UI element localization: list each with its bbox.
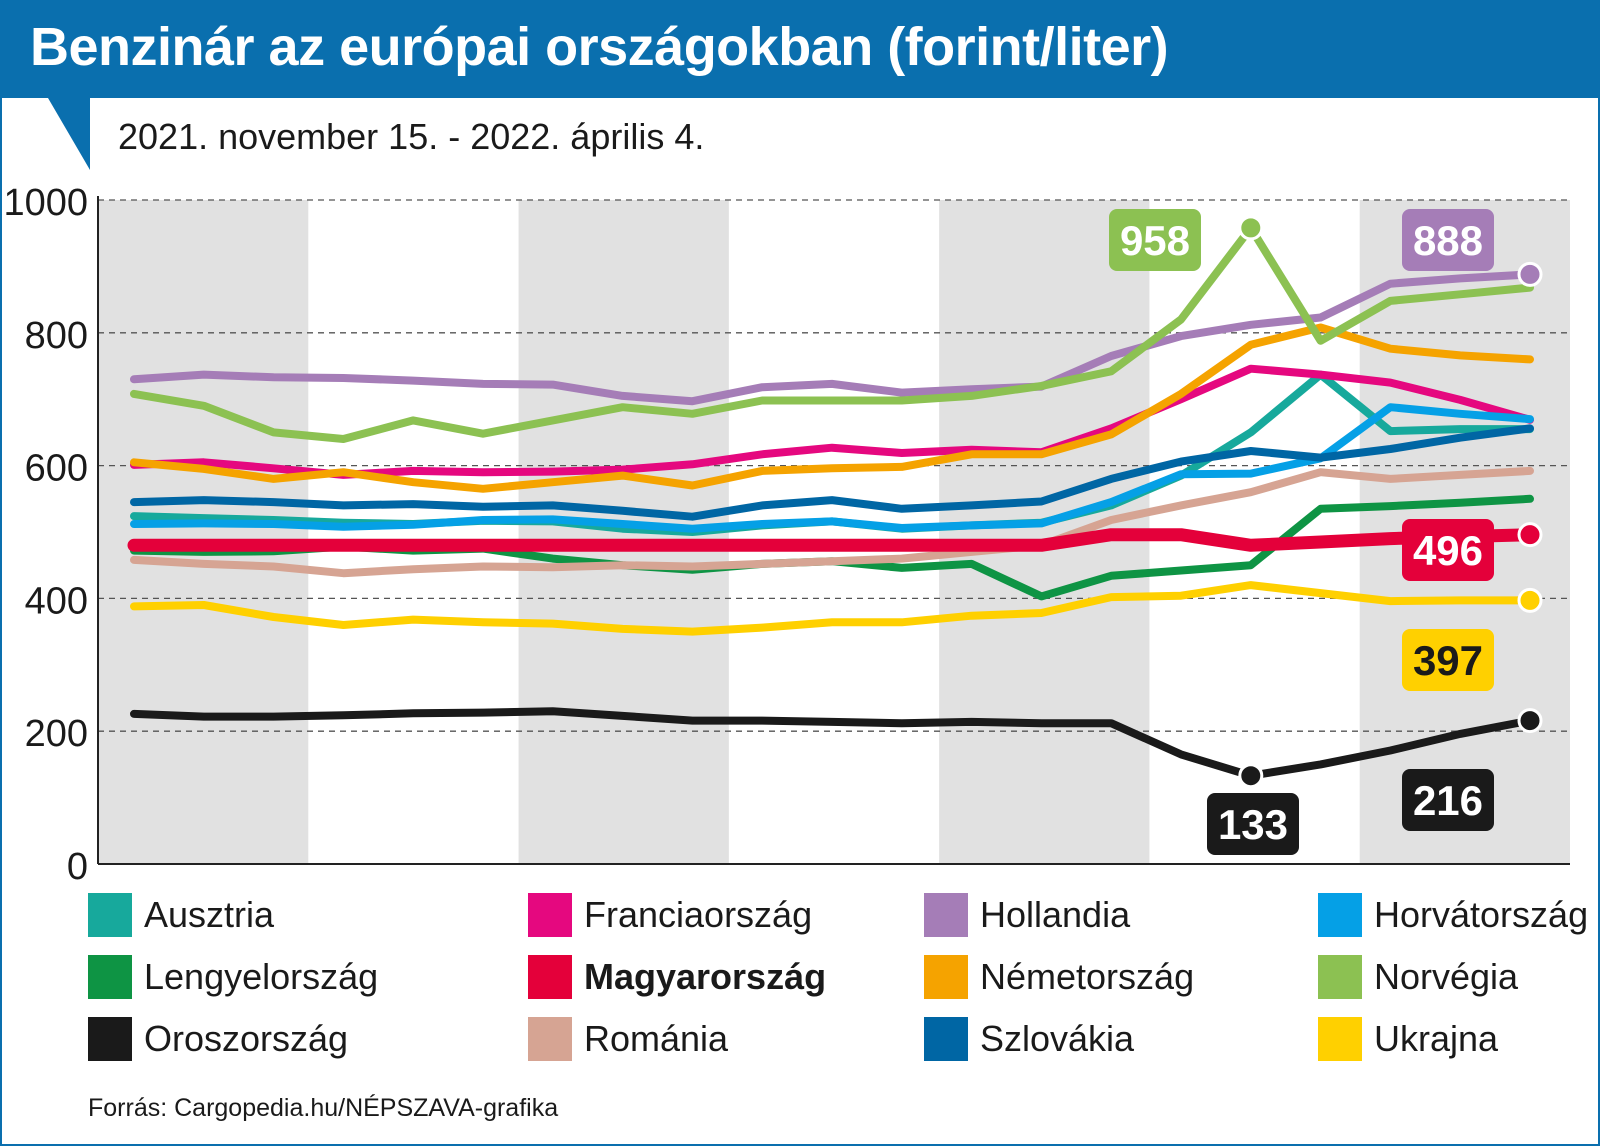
data-label: 216 xyxy=(1413,777,1483,824)
legend-swatch xyxy=(924,1017,968,1061)
legend-swatch xyxy=(528,1017,572,1061)
series-line-horvatorszag xyxy=(130,403,1534,533)
legend-label: Románia xyxy=(584,1018,729,1059)
page-title: Benzinár az európai országokban (forint/… xyxy=(30,17,1169,77)
series-line-oroszorszag xyxy=(130,707,1534,780)
series-line-norvegia xyxy=(130,223,1534,443)
legend-swatch xyxy=(924,955,968,999)
legend-label: Hollandia xyxy=(980,894,1131,935)
legend-item: Hollandia xyxy=(924,890,1130,940)
data-label-box xyxy=(1402,209,1494,271)
legend-item: Ukrajna xyxy=(1318,1014,1498,1064)
legend-label: Franciaország xyxy=(584,894,813,935)
data-label-box xyxy=(1207,793,1299,855)
legend-label: Magyarország xyxy=(584,956,827,997)
data-point-marker xyxy=(1517,522,1543,548)
legend-label: Horvátország xyxy=(1374,894,1589,935)
legend-label: Oroszország xyxy=(144,1018,349,1059)
title-bar: Benzinár az európai országokban (forint/… xyxy=(0,0,1600,98)
data-point-marker xyxy=(1517,261,1543,287)
series-line-romania xyxy=(130,466,1534,578)
y-tick-label: 200 xyxy=(25,713,88,755)
legend-swatch xyxy=(88,955,132,999)
legend-label: Norvégia xyxy=(1374,956,1519,997)
legend-label: Ukrajna xyxy=(1374,1018,1499,1059)
data-label: 133 xyxy=(1218,801,1288,848)
data-label-box xyxy=(1402,519,1494,581)
data-point-marker xyxy=(1238,215,1264,241)
legend-item: Norvégia xyxy=(1318,952,1518,1002)
series-line-magyarorszag xyxy=(127,528,1537,552)
y-tick-label: 0 xyxy=(67,846,88,888)
y-tick-label: 800 xyxy=(25,315,88,357)
legend-swatch xyxy=(528,893,572,937)
data-label: 397 xyxy=(1413,637,1483,684)
data-label: 496 xyxy=(1413,527,1483,574)
y-tick-label: 1000 xyxy=(3,182,88,224)
chart-subtitle: 2021. november 15. - 2022. április 4. xyxy=(118,116,705,157)
legend-label: Szlovákia xyxy=(980,1018,1135,1059)
y-tick-label: 600 xyxy=(25,448,88,490)
series-line-nemetorszag xyxy=(130,323,1534,493)
legend-swatch xyxy=(88,1017,132,1061)
legend-item: Franciaország xyxy=(528,890,812,940)
legend-label: Lengyelország xyxy=(144,956,379,997)
y-tick-label: 400 xyxy=(25,580,88,622)
series-line-ukrajna xyxy=(130,581,1534,636)
source-note: Forrás: Cargopedia.hu/NÉPSZAVA-grafika xyxy=(88,1094,559,1122)
data-label-box xyxy=(1109,209,1201,271)
legend-swatch xyxy=(1318,955,1362,999)
legend-item: Szlovákia xyxy=(924,1014,1134,1064)
data-label-box xyxy=(1402,769,1494,831)
legend-item: Ausztria xyxy=(88,890,274,940)
legend-swatch xyxy=(924,893,968,937)
legend-swatch xyxy=(528,955,572,999)
legend-swatch xyxy=(88,893,132,937)
data-label: 888 xyxy=(1413,217,1483,264)
legend-item: Lengyelország xyxy=(88,952,378,1002)
legend-item: Oroszország xyxy=(88,1014,348,1064)
legend-item: Románia xyxy=(528,1014,728,1064)
legend-swatch xyxy=(1318,893,1362,937)
series-line-hollandia xyxy=(130,270,1534,406)
legend-swatch xyxy=(1318,1017,1362,1061)
series-line-szlovakia xyxy=(130,424,1534,521)
data-point-marker xyxy=(1238,763,1264,789)
background-band xyxy=(98,200,309,864)
legend-item: Magyarország xyxy=(528,952,826,1002)
data-label: 958 xyxy=(1120,217,1190,264)
data-point-marker xyxy=(1517,708,1543,734)
legend-label: Németország xyxy=(980,956,1195,997)
legend-item: Németország xyxy=(924,952,1194,1002)
legend-label: Ausztria xyxy=(144,894,275,935)
data-point-marker xyxy=(1517,587,1543,613)
legend-item: Horvátország xyxy=(1318,890,1588,940)
data-label-box xyxy=(1402,629,1494,691)
chart-legend: Ausztria Franciaország Hollandia Horvátorsz… xyxy=(88,890,1588,1090)
